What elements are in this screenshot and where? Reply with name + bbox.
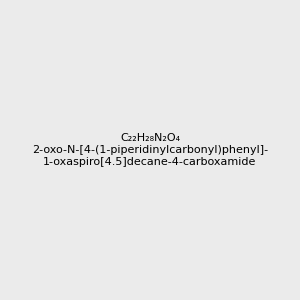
- Text: C₂₂H₂₈N₂O₄
2-oxo-N-[4-(1-piperidinylcarbonyl)phenyl]-
1-oxaspiro[4.5]decane-4-ca: C₂₂H₂₈N₂O₄ 2-oxo-N-[4-(1-piperidinylcarb…: [32, 134, 268, 166]
